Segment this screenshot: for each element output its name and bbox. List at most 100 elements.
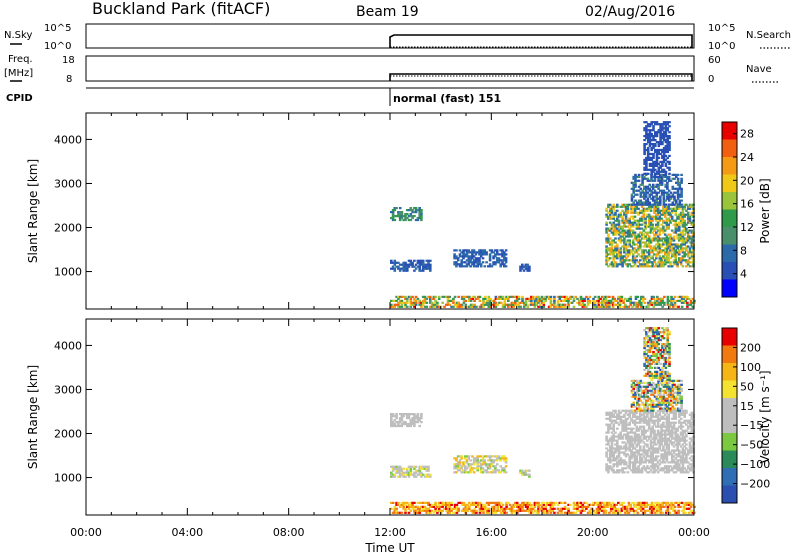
heatmap-cell [646, 445, 649, 447]
heatmap-cell [611, 261, 614, 263]
heatmap-cell [670, 392, 673, 394]
heatmap-cell [677, 504, 680, 506]
heatmap-cell [627, 226, 630, 228]
heatmap-cell [503, 455, 506, 457]
heatmap-cell [625, 420, 628, 422]
heatmap-cell [659, 139, 662, 141]
heatmap-cell [655, 438, 658, 440]
heatmap-cell [605, 453, 608, 455]
heatmap-cell [643, 455, 646, 457]
heatmap-cell [643, 251, 646, 253]
heatmap-cell [676, 447, 679, 449]
heatmap-cell [516, 502, 519, 504]
heatmap-cell [634, 432, 637, 434]
heatmap-cell [479, 296, 482, 298]
heatmap-cell [612, 216, 615, 218]
heatmap-cell [687, 245, 690, 247]
heatmap-cell [639, 416, 642, 418]
heatmap-cell [657, 188, 660, 190]
heatmap-cell [667, 226, 670, 228]
heatmap-cell [675, 414, 678, 416]
heatmap-cell [672, 508, 675, 510]
heatmap-cell [644, 249, 647, 251]
heatmap-cell [651, 251, 654, 253]
heatmap-cell [683, 243, 686, 245]
heatmap-cell [680, 406, 683, 408]
heatmap-cell [687, 234, 690, 236]
heatmap-cell [628, 463, 631, 465]
heatmap-cell [628, 263, 631, 265]
heatmap-cell [682, 465, 685, 467]
heatmap-cell [645, 190, 648, 192]
heatmap-cell [628, 422, 631, 424]
heatmap-cell [663, 302, 666, 304]
heatmap-cell [614, 212, 617, 214]
heatmap-cell [617, 510, 620, 512]
heatmap-cell [676, 430, 679, 432]
heatmap-cell [680, 428, 683, 430]
heatmap-cell [616, 440, 619, 442]
heatmap-cell [666, 457, 669, 459]
heatmap-cell [612, 208, 615, 210]
heatmap-cell [643, 347, 646, 349]
heatmap-cell [658, 145, 661, 147]
heatmap-cell [550, 306, 553, 308]
heatmap-cell [507, 306, 510, 308]
heatmap-cell [625, 461, 628, 463]
heatmap-cell [643, 447, 646, 449]
heatmap-cell [652, 184, 655, 186]
heatmap-cell [683, 438, 686, 440]
heatmap-cell [505, 257, 508, 259]
heatmap-cell [680, 404, 683, 406]
heatmap-cell [680, 188, 683, 190]
heatmap-cell [555, 502, 558, 504]
heatmap-cell [493, 300, 496, 302]
heatmap-cell [500, 302, 503, 304]
heatmap-cell [505, 261, 508, 263]
heatmap-cell [613, 298, 616, 300]
heatmap-cell [650, 384, 653, 386]
heatmap-cell [567, 510, 570, 512]
heatmap-cell [680, 424, 683, 426]
heatmap-cell [653, 261, 656, 263]
heatmap-cell [479, 300, 482, 302]
heatmap-cell [634, 257, 637, 259]
heatmap-cell [621, 235, 624, 237]
heatmap-cell [640, 400, 643, 402]
heatmap-cell [452, 302, 455, 304]
heatmap-cell [660, 218, 663, 220]
heatmap-cell [410, 260, 413, 262]
heatmap-cell [691, 426, 694, 428]
heatmap-cell [413, 419, 416, 421]
heatmap-cell [640, 302, 643, 304]
heatmap-cell [672, 298, 675, 300]
heatmap-cell [656, 200, 659, 202]
heatmap-cell [621, 216, 624, 218]
heatmap-cell [608, 502, 611, 504]
heatmap-cell [673, 384, 676, 386]
heatmap-cell [477, 504, 480, 506]
heatmap-cell [459, 253, 462, 255]
heatmap-cell [650, 367, 653, 369]
heatmap-cell [644, 298, 647, 300]
heatmap-cell [642, 508, 645, 510]
heatmap-cell [449, 506, 452, 508]
heatmap-cell [675, 416, 678, 418]
heatmap-cell [645, 502, 648, 504]
heatmap-cell [628, 447, 631, 449]
heatmap-cell [649, 137, 652, 139]
colorbar-segment [722, 140, 737, 158]
heatmap-cell [528, 266, 531, 268]
heatmap-cell [682, 463, 685, 465]
heatmap-cell [637, 261, 640, 263]
heatmap-cell [550, 512, 553, 514]
colorbar-tick-label: 16 [740, 198, 754, 211]
heatmap-cell [571, 302, 574, 304]
heatmap-cell [659, 200, 662, 202]
heatmap-cell [482, 510, 485, 512]
heatmap-cell [675, 200, 678, 202]
heatmap-cell [557, 302, 560, 304]
heatmap-cell [418, 425, 421, 427]
heatmap-cell [650, 443, 653, 445]
heatmap-cell [521, 470, 524, 472]
